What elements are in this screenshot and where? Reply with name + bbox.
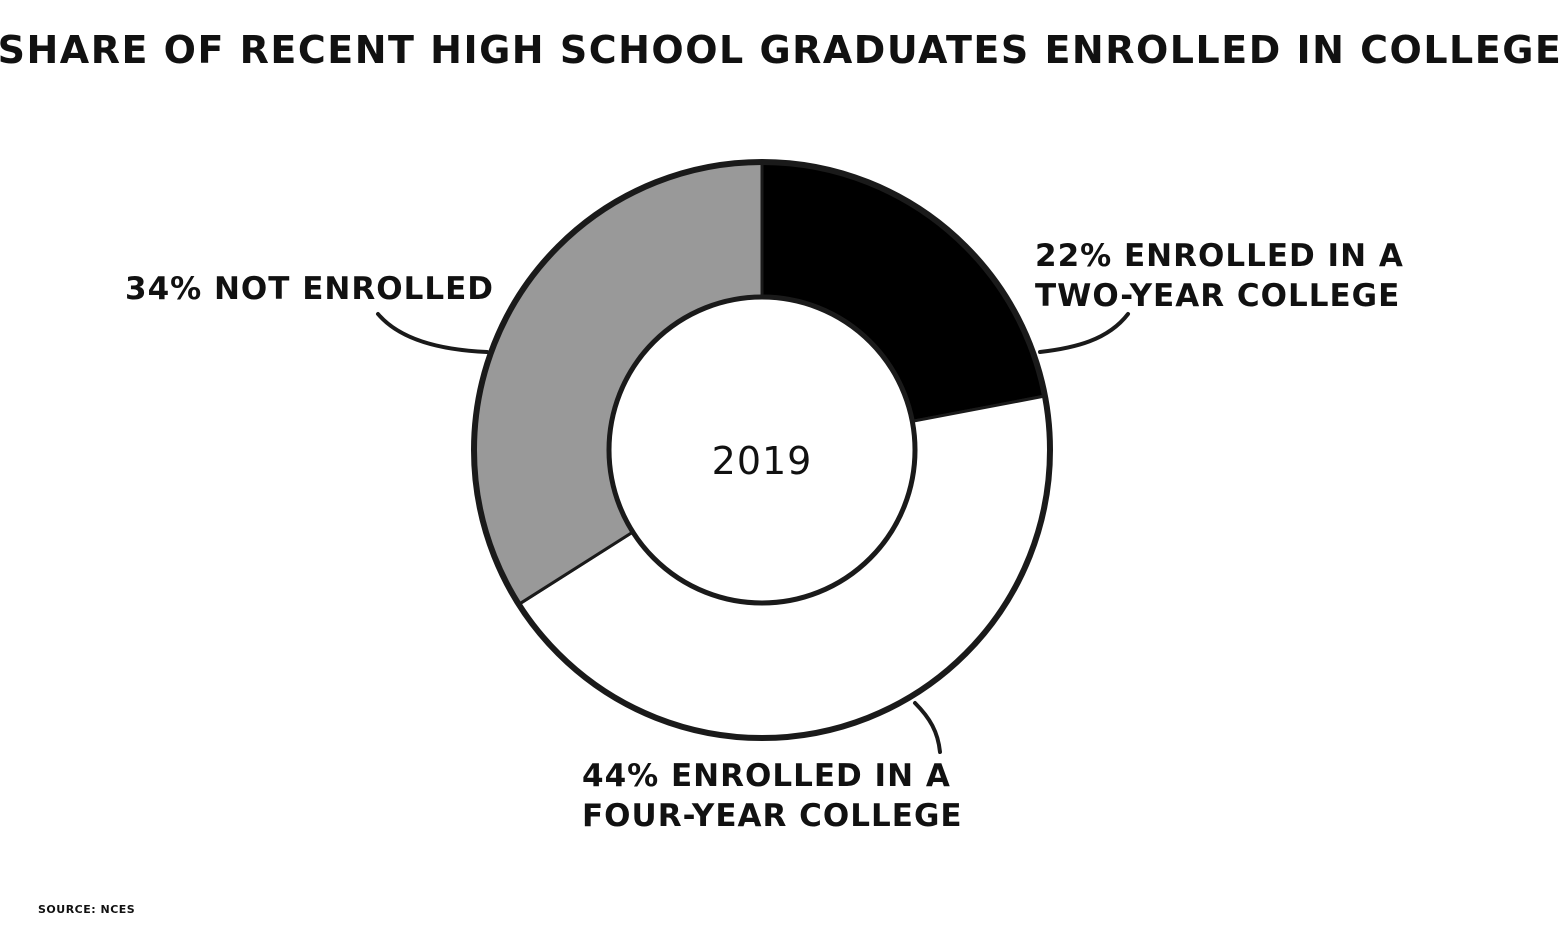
- donut-outer-outline: [471, 159, 1053, 741]
- center-year-label: 2019: [712, 439, 813, 483]
- slice-label-2: 44% ENROLLED IN A FOUR-YEAR COLLEGE: [582, 758, 963, 834]
- slice-label-line: FOUR-YEAR COLLEGE: [582, 798, 963, 834]
- slice-label-line: 22% ENROLLED IN A: [1035, 238, 1404, 274]
- donut-slice-3: [472, 160, 764, 606]
- leader-line-2: [913, 701, 942, 754]
- slice-label-3: 34% NOT ENROLLED: [125, 271, 494, 307]
- slice-label-line: TWO-YEAR COLLEGE: [1035, 278, 1400, 314]
- slice-label-1: 22% ENROLLED IN A TWO-YEAR COLLEGE: [1035, 238, 1404, 314]
- slice-label-line: 44% ENROLLED IN A: [582, 758, 951, 794]
- donut-inner-outline: [606, 294, 918, 606]
- slice-labels: 22% ENROLLED IN A TWO-YEAR COLLEGE 44% ENR…: [125, 238, 1404, 834]
- source-note: SOURCE: NCES: [38, 903, 135, 916]
- chart-title: SHARE OF RECENT HIGH SCHOOL GRADUATES EN…: [0, 28, 1560, 72]
- slice-label-line: 34% NOT ENROLLED: [125, 271, 494, 307]
- donut-slices: [472, 160, 1052, 740]
- label-leader-lines: [376, 312, 1130, 754]
- leader-line-1: [1038, 312, 1130, 354]
- leader-line-3: [376, 312, 489, 354]
